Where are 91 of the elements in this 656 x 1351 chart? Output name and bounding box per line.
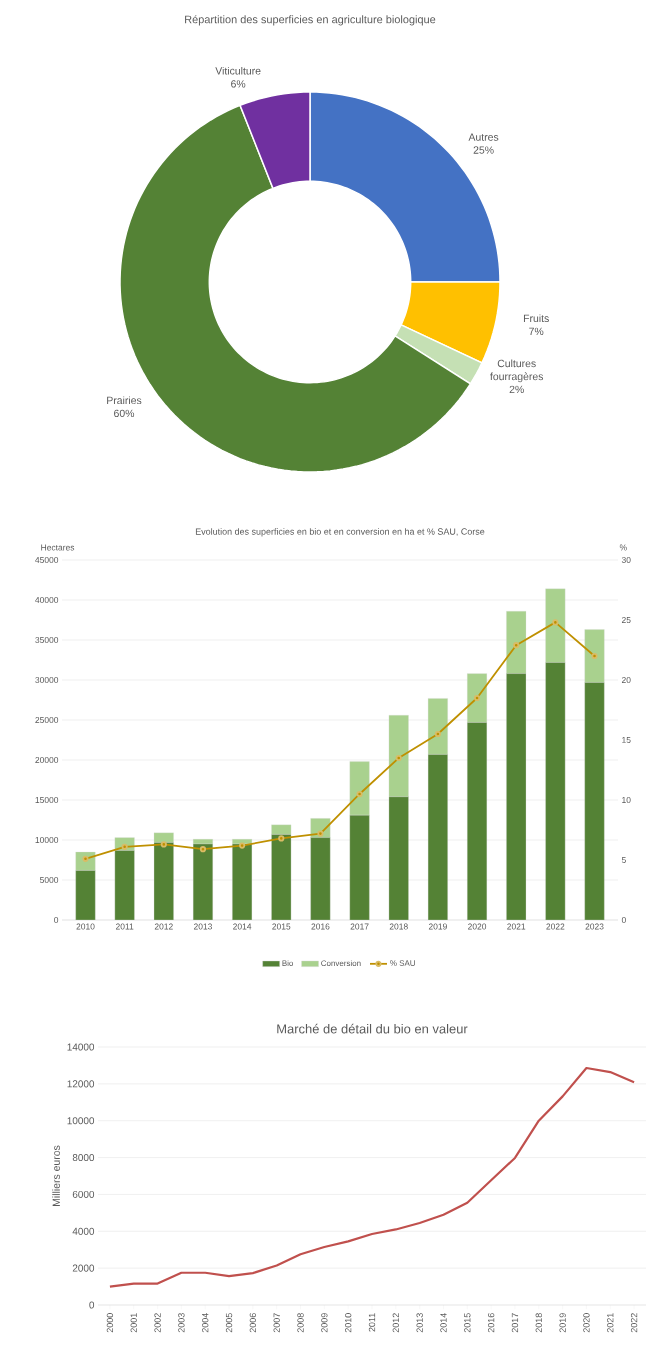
y-tick-label: 5000 bbox=[39, 877, 59, 883]
y2-tick-label: 30 bbox=[621, 557, 631, 563]
data-label: 6% bbox=[231, 80, 246, 88]
x-tick-label: 2010 bbox=[345, 1313, 352, 1333]
point bbox=[473, 694, 481, 702]
x-tick-label: 2000 bbox=[106, 1313, 114, 1333]
y2-tick-label: 15 bbox=[622, 737, 631, 743]
y-tick-label: 6000 bbox=[72, 1190, 95, 1198]
y2-tick-label: 25 bbox=[621, 617, 631, 623]
x-tick-label: 2018 bbox=[535, 1313, 542, 1333]
y-tick-label: 0 bbox=[89, 1301, 95, 1309]
y2-axis-title: % bbox=[619, 544, 627, 551]
x-tick-label: 2005 bbox=[225, 1313, 233, 1333]
y-tick-label: 25000 bbox=[35, 717, 59, 723]
x-tick-label: 2018 bbox=[389, 923, 408, 930]
point bbox=[199, 846, 207, 853]
y-tick-label: 8000 bbox=[72, 1154, 95, 1162]
slice-label: Fruits bbox=[523, 314, 549, 323]
x-tick-label: 2015 bbox=[464, 1313, 471, 1333]
x-tick-label: 2020 bbox=[583, 1313, 590, 1333]
x-tick-label: 2012 bbox=[392, 1313, 400, 1333]
x-tick-label: 2021 bbox=[507, 923, 526, 930]
x-tick-label: 2019 bbox=[559, 1313, 566, 1333]
x-tick-label: 2022 bbox=[546, 923, 565, 930]
point bbox=[434, 730, 441, 738]
chart-title: Marché de détail du bio en valeur bbox=[277, 1023, 468, 1034]
y2-tick-label: 10 bbox=[622, 797, 631, 803]
point bbox=[278, 835, 285, 842]
x-tick-label: 2014 bbox=[233, 923, 252, 930]
x-tick-label: 2008 bbox=[297, 1313, 304, 1333]
x-tick-label: 2009 bbox=[321, 1313, 328, 1333]
data-label: 60% bbox=[114, 409, 135, 418]
y-tick-label: 10000 bbox=[67, 1117, 95, 1125]
point bbox=[317, 830, 324, 837]
chart-title: Répartition des superficies en agriculture biologique bbox=[185, 15, 436, 26]
x-tick-label: 2010 bbox=[76, 923, 95, 930]
x-tick-label: 2021 bbox=[607, 1313, 614, 1333]
x-tick-label: 2016 bbox=[311, 923, 330, 930]
point bbox=[395, 754, 402, 762]
x-tick-label: 2016 bbox=[487, 1313, 495, 1333]
y-tick-label: 15000 bbox=[35, 797, 59, 803]
y2-tick-label: 0 bbox=[621, 917, 626, 923]
line-series bbox=[108, 1066, 636, 1288]
slice-label: Cultures fourragères bbox=[490, 359, 544, 383]
point bbox=[513, 642, 520, 649]
x-tick-label: 2019 bbox=[428, 923, 447, 930]
point bbox=[591, 652, 598, 660]
y-tick-label: 12000 bbox=[67, 1080, 95, 1088]
x-tick-label: 2017 bbox=[511, 1313, 519, 1333]
y-tick-label: 40000 bbox=[35, 597, 59, 603]
x-tick-label: 2014 bbox=[440, 1313, 447, 1333]
y-axis-title: Milliers euros bbox=[52, 1145, 60, 1206]
y-tick-label: 4000 bbox=[72, 1227, 95, 1235]
y2-tick-label: 20 bbox=[621, 677, 631, 683]
x-tick-label: 2017 bbox=[350, 923, 369, 930]
point bbox=[160, 841, 167, 848]
x-tick-label: 2013 bbox=[193, 923, 213, 930]
y-axis-title: Hectares bbox=[41, 544, 75, 551]
x-tick-label: 2006 bbox=[249, 1313, 257, 1333]
slice-label: Autres bbox=[468, 133, 499, 141]
data-label: 25% bbox=[473, 146, 494, 154]
data-label: 2% bbox=[509, 385, 524, 394]
y-tick-label: 2000 bbox=[72, 1264, 95, 1272]
x-tick-label: 2002 bbox=[154, 1313, 161, 1333]
point bbox=[239, 842, 246, 849]
y2-tick-label: 5 bbox=[621, 857, 626, 863]
y-tick-label: 30000 bbox=[35, 677, 59, 683]
x-tick-label: 2011 bbox=[115, 923, 134, 930]
x-tick-label: 2013 bbox=[416, 1313, 423, 1333]
slice-label: Prairies bbox=[107, 396, 142, 405]
x-tick-label: 2004 bbox=[202, 1313, 209, 1333]
y-tick-label: 20000 bbox=[35, 757, 59, 763]
x-tick-label: 2015 bbox=[272, 923, 291, 930]
x-tick-label: 2001 bbox=[130, 1313, 137, 1333]
slice-label: Viticulture bbox=[215, 66, 261, 75]
point bbox=[552, 619, 559, 626]
x-tick-label: 2012 bbox=[154, 923, 173, 930]
data-label: 7% bbox=[529, 327, 544, 335]
x-tick-label: 2020 bbox=[468, 923, 487, 930]
y-tick-label: 0 bbox=[54, 917, 59, 923]
x-tick-label: 2011 bbox=[368, 1313, 376, 1332]
x-tick-label: 2023 bbox=[585, 923, 604, 930]
x-tick-label: 2007 bbox=[273, 1313, 280, 1333]
chart-title: Evolution des superficies en bio et en conversion en ha et % SAU, Corse bbox=[195, 528, 485, 537]
y-tick-label: 14000 bbox=[67, 1043, 95, 1051]
y-tick-label: 35000 bbox=[35, 637, 59, 643]
x-tick-label: 2003 bbox=[178, 1313, 185, 1333]
y-tick-label: 10000 bbox=[35, 837, 59, 843]
point bbox=[356, 790, 363, 798]
y-tick-label: 45000 bbox=[35, 557, 59, 563]
x-tick-label: 2022 bbox=[630, 1313, 638, 1333]
